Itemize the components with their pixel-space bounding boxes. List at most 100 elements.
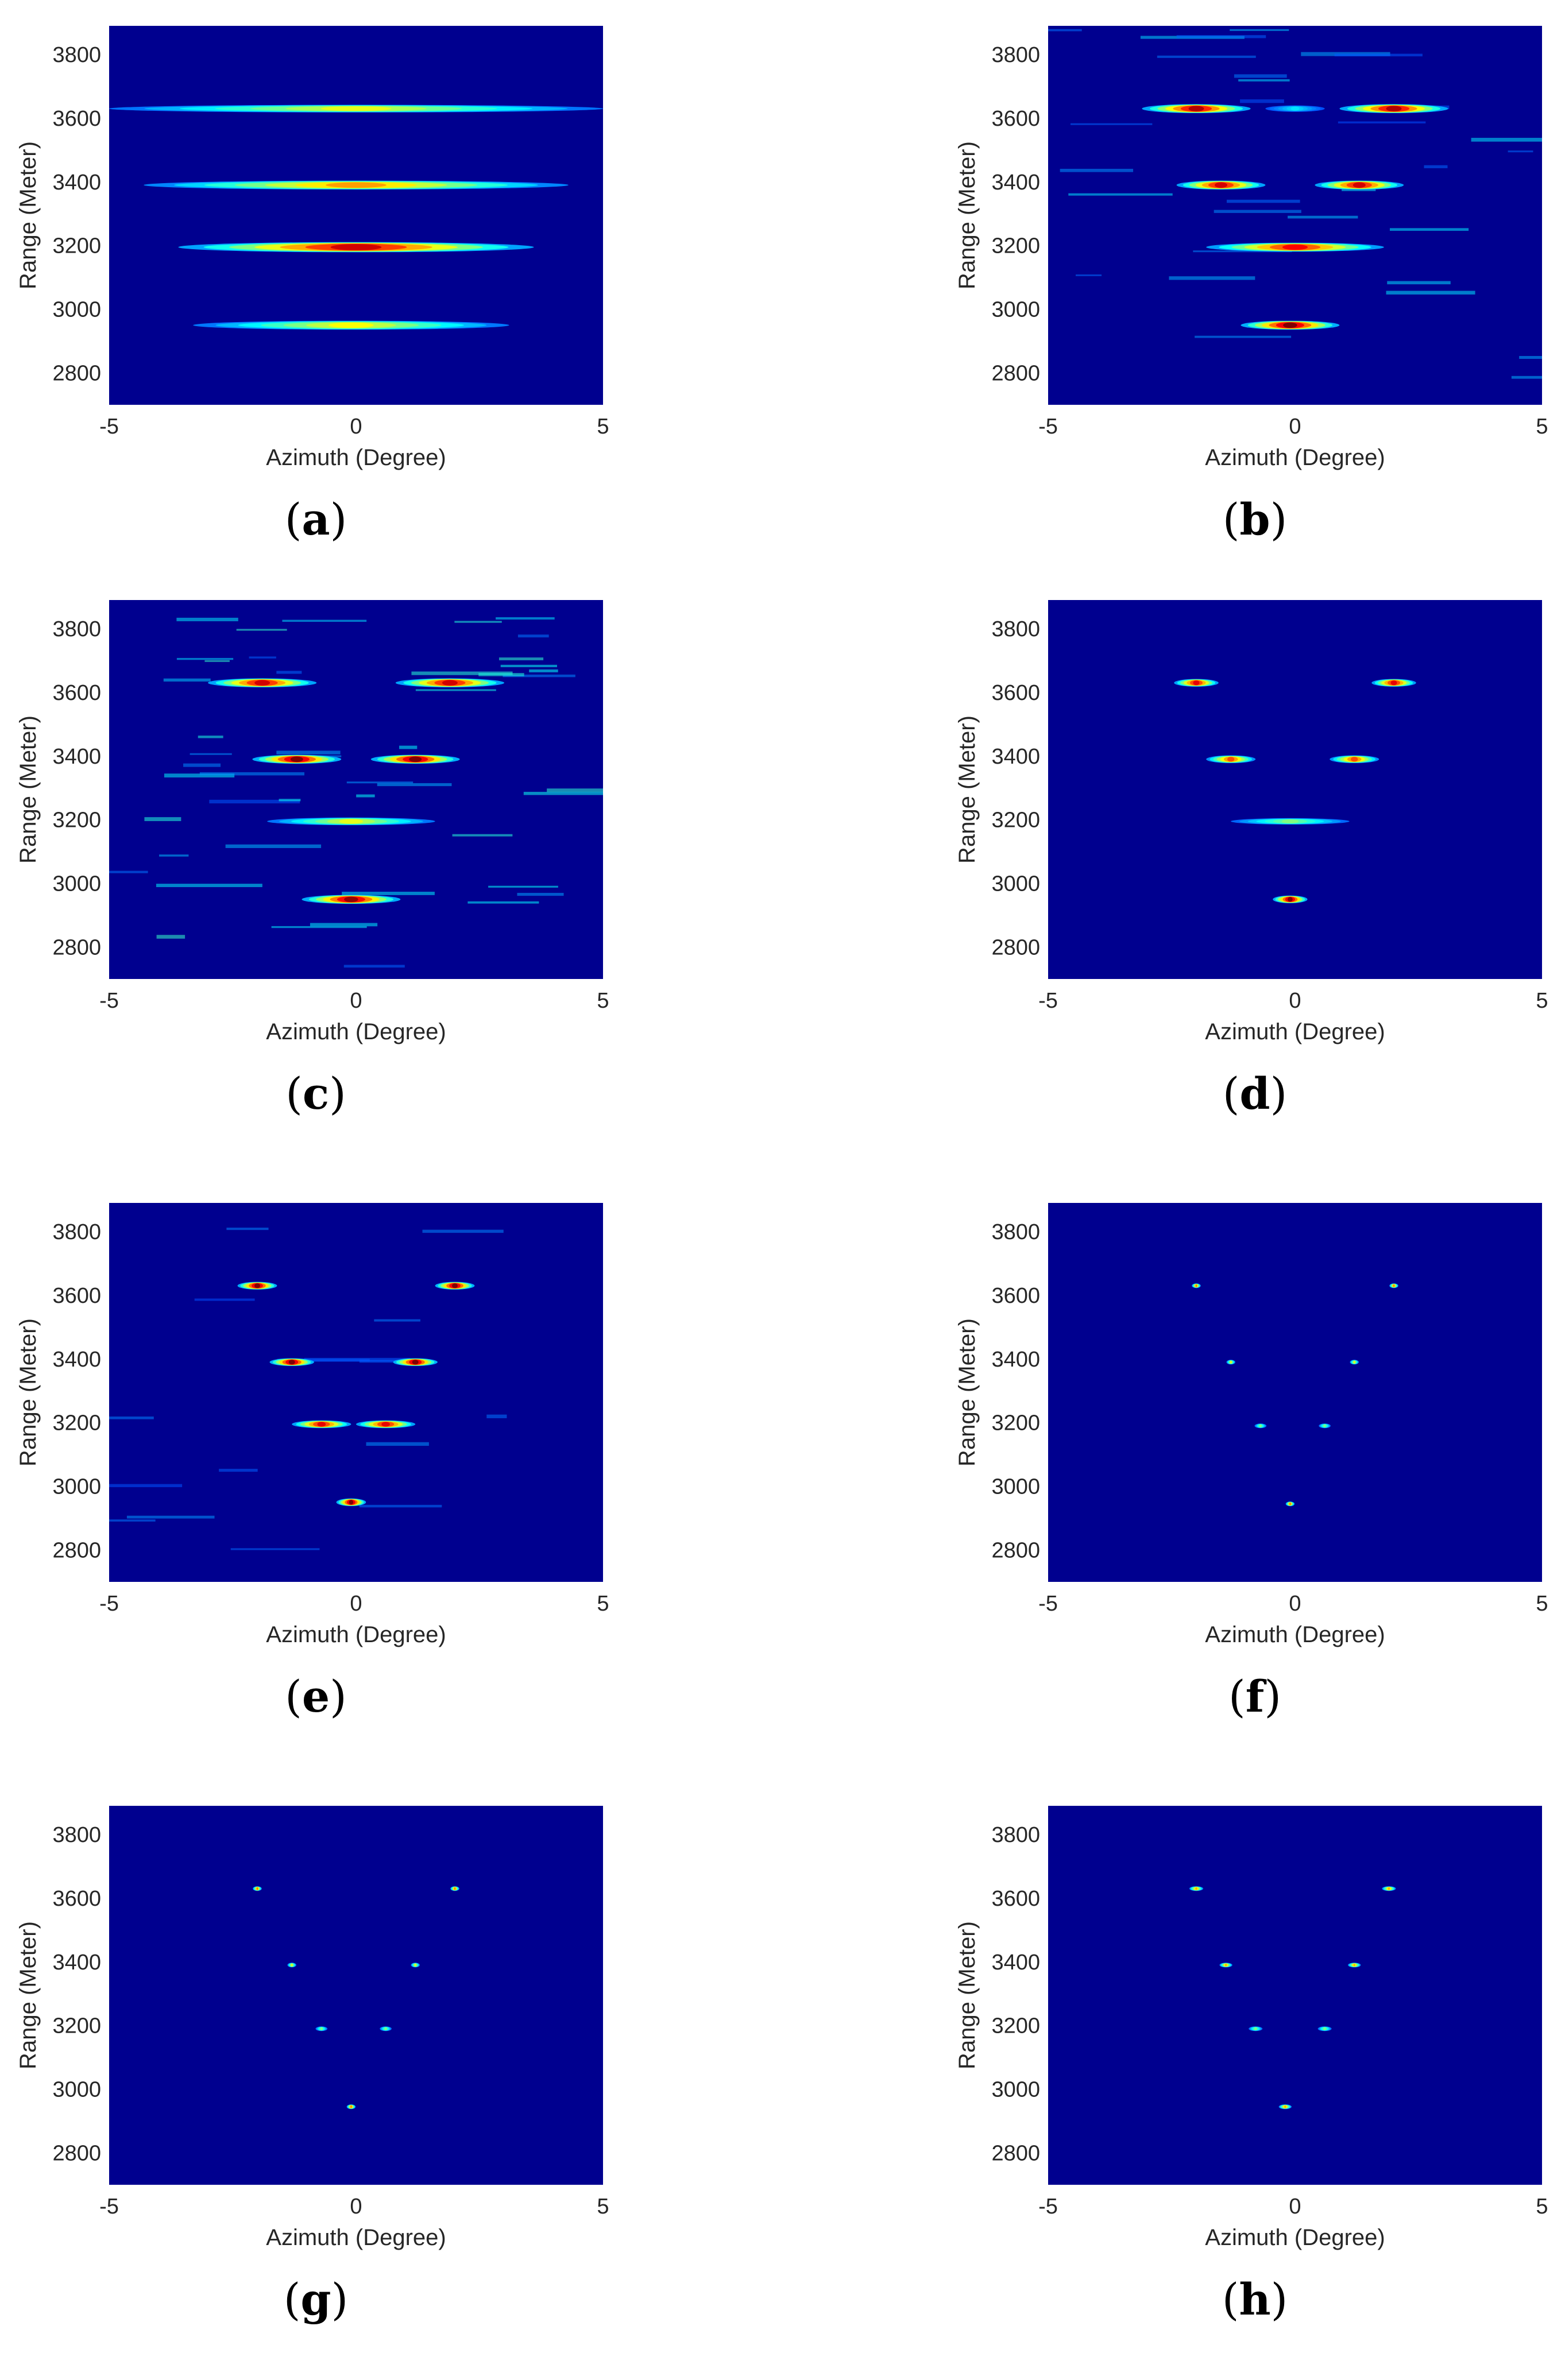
subfigure-caption: (e) (285, 1671, 347, 1722)
y-tick-label: 3600 (991, 1887, 1040, 1911)
y-tick-label: 3000 (991, 872, 1040, 896)
noise-streak (1195, 335, 1292, 338)
noise-streak (478, 673, 524, 676)
target-blob (252, 754, 342, 764)
heatmap-f: 2800 3000 3200 3400 3600 3800 -5 0 5 Azimuth (Deg… (955, 1203, 1548, 1647)
target-blob (1249, 2026, 1263, 2031)
noise-streak (219, 1469, 258, 1472)
y-tick-label: 3800 (52, 1823, 101, 1847)
x-tick-label: 5 (597, 989, 609, 1013)
y-axis-label: Range (Meter) (16, 141, 41, 289)
target-blob (1350, 1360, 1359, 1365)
y-axis-label: Range (Meter) (16, 1921, 41, 2069)
y-tick-label: 3600 (52, 1887, 101, 1911)
y-tick-label: 2800 (52, 362, 101, 386)
target-blob (1315, 180, 1404, 190)
panel-c: 2800 3000 3200 3400 3600 3800 -5 0 5 Azimuth (Deg… (16, 600, 770, 1174)
panel-g: 2800 3000 3200 3400 3600 3800 -5 0 5 Azimuth (Deg… (16, 1806, 770, 2380)
y-axis-label: Range (Meter) (16, 1318, 41, 1466)
noise-streak (304, 1357, 411, 1362)
noise-streak (1176, 35, 1266, 38)
noise-streak (499, 657, 544, 660)
target-blob (1231, 818, 1350, 825)
y-tick-label: 3600 (991, 107, 1040, 131)
x-tick-label: 5 (1536, 989, 1548, 1013)
noise-streak (199, 772, 304, 776)
target-blob (1273, 895, 1308, 903)
target-blob (336, 1498, 366, 1506)
x-axis-label: Azimuth (Degree) (266, 2225, 446, 2250)
plot-background (109, 600, 603, 979)
panel-d: 2800 3000 3200 3400 3600 3800 -5 0 5 Azimuth (Deg… (955, 600, 1565, 1174)
noise-streak (1424, 165, 1448, 168)
noise-streak (1238, 79, 1290, 82)
y-tick-label: 3800 (991, 617, 1040, 641)
y-tick-label: 2800 (991, 2142, 1040, 2166)
noise-streak (164, 773, 235, 778)
target-blob (1371, 679, 1416, 687)
target-blob (302, 895, 401, 904)
x-tick-label: -5 (99, 989, 119, 1013)
panel-b: 2800 3000 3200 3400 3600 3800 -5 0 5 Azimuth (Deg… (955, 26, 1565, 600)
heatmap-h: 2800 3000 3200 3400 3600 3800 -5 0 5 Azimuth (Deg… (955, 1806, 1548, 2250)
target-blob (109, 105, 603, 113)
x-tick-label: 5 (1536, 1592, 1548, 1616)
target-blob (1189, 1886, 1204, 1891)
x-axis-label: Azimuth (Degree) (266, 445, 446, 470)
y-tick-label: 3000 (991, 298, 1040, 322)
y-tick-label: 2800 (991, 936, 1040, 960)
noise-streak (467, 901, 539, 904)
x-tick-label: 0 (1289, 1592, 1301, 1616)
x-tick-label: 5 (597, 415, 609, 439)
heatmap-g: 2800 3000 3200 3400 3600 3800 -5 0 5 Azimuth (Deg… (16, 1806, 609, 2250)
noise-streak (159, 854, 189, 857)
target-blob (1382, 1886, 1396, 1891)
noise-streak (1169, 276, 1255, 280)
target-blob (1265, 105, 1325, 112)
noise-streak (374, 1319, 420, 1322)
x-tick-label: -5 (1038, 989, 1058, 1013)
y-tick-label: 2800 (52, 2142, 101, 2166)
noise-streak (486, 1414, 507, 1418)
noise-streak (356, 794, 375, 798)
x-tick-label: 5 (1536, 2195, 1548, 2219)
noise-streak (204, 660, 230, 662)
y-tick-label: 3800 (991, 1823, 1040, 1847)
target-blob (1176, 180, 1266, 190)
plot-background (1048, 26, 1542, 405)
target-blob (315, 2026, 328, 2031)
plot-background (109, 1806, 603, 2185)
heatmap-b: 2800 3000 3200 3400 3600 3800 -5 0 5 Azimuth (Deg… (955, 26, 1548, 470)
noise-streak (109, 870, 148, 873)
target-blob (1219, 1963, 1232, 1968)
plot-background (1048, 1806, 1542, 2185)
noise-streak (1334, 53, 1423, 57)
panel-e: 2800 3000 3200 3400 3600 3800 -5 0 5 Azimuth (Deg… (16, 1203, 770, 1777)
panel-h: 2800 3000 3200 3400 3600 3800 -5 0 5 Azimuth (Deg… (955, 1806, 1565, 2380)
x-tick-label: 0 (350, 2195, 362, 2219)
target-blob (1254, 1423, 1267, 1429)
subfigure-letter: c (302, 1068, 330, 1119)
noise-streak (156, 884, 262, 888)
noise-streak (529, 669, 558, 672)
subfigure-caption: (d) (1222, 1068, 1288, 1119)
noise-streak (496, 617, 555, 620)
x-tick-label: 5 (1536, 415, 1548, 439)
x-tick-label: -5 (1038, 2195, 1058, 2219)
noise-streak (226, 1228, 269, 1230)
y-tick-label: 3600 (52, 1284, 101, 1308)
target-blob (1278, 2104, 1292, 2110)
noise-streak (1230, 29, 1289, 31)
subfigure-caption: (f) (1228, 1671, 1281, 1722)
plot-background (109, 26, 603, 405)
target-blob (1317, 2026, 1332, 2031)
y-axis-label: Range (Meter) (955, 715, 980, 864)
subfigure-letter: e (302, 1671, 330, 1722)
plot-background (1048, 600, 1542, 979)
noise-streak (547, 788, 603, 792)
target-blob (1174, 679, 1219, 687)
target-blob (253, 1886, 262, 1891)
target-blob (1285, 1501, 1295, 1507)
x-axis-label: Azimuth (Degree) (266, 1622, 446, 1647)
